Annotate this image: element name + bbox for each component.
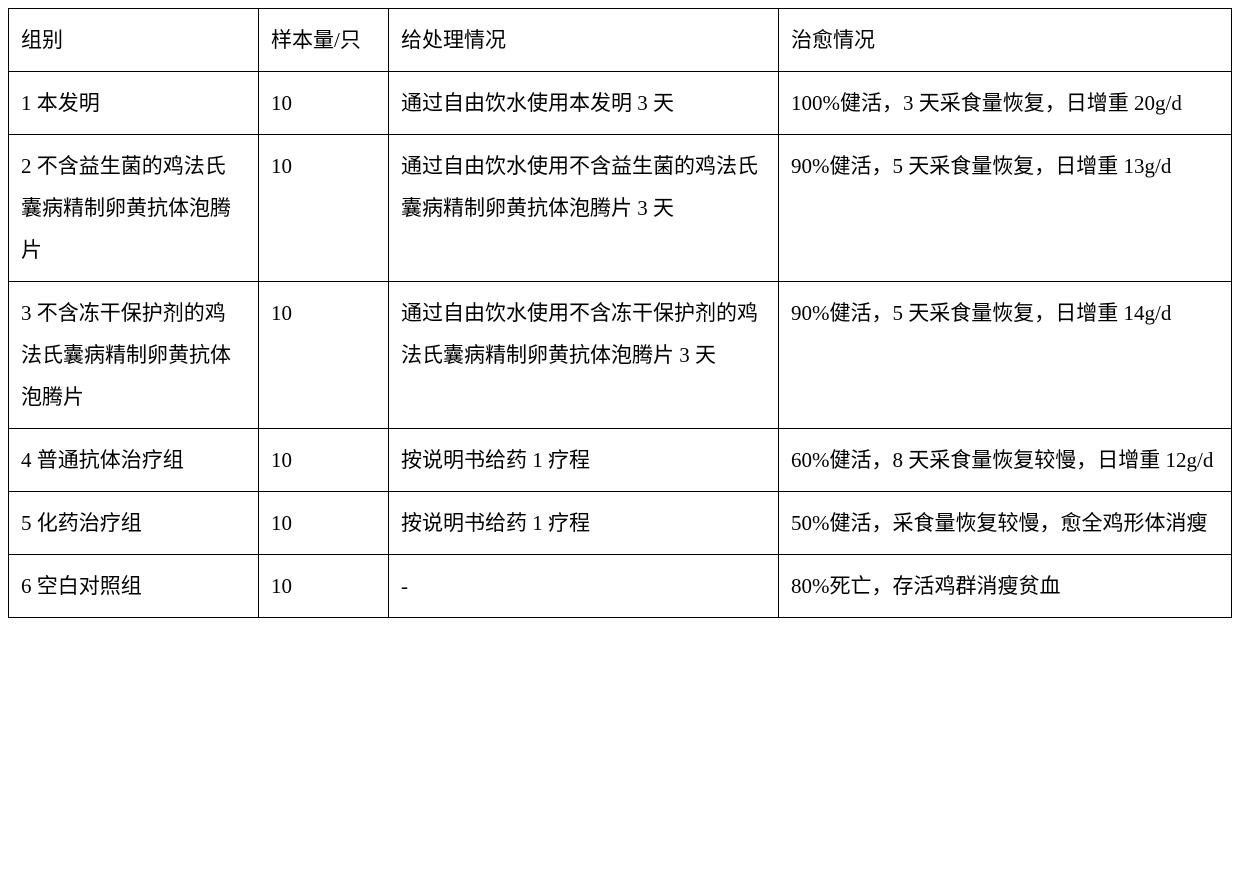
- cell-group: 3 不含冻干保护剂的鸡法氏囊病精制卵黄抗体泡腾片: [9, 282, 259, 429]
- col-header: 给处理情况: [389, 9, 779, 72]
- data-table: 组别 样本量/只 给处理情况 治愈情况 1 本发明 10 通过自由饮水使用本发明…: [8, 8, 1232, 618]
- cell-group: 1 本发明: [9, 72, 259, 135]
- table-row: 6 空白对照组 10 - 80%死亡，存活鸡群消瘦贫血: [9, 555, 1232, 618]
- cell-treatment: -: [389, 555, 779, 618]
- col-header: 组别: [9, 9, 259, 72]
- cell-sample: 10: [259, 135, 389, 282]
- cell-outcome: 80%死亡，存活鸡群消瘦贫血: [779, 555, 1232, 618]
- cell-treatment: 通过自由饮水使用不含冻干保护剂的鸡法氏囊病精制卵黄抗体泡腾片 3 天: [389, 282, 779, 429]
- table-row: 4 普通抗体治疗组 10 按说明书给药 1 疗程 60%健活，8 天采食量恢复较…: [9, 429, 1232, 492]
- table-row: 2 不含益生菌的鸡法氏囊病精制卵黄抗体泡腾片 10 通过自由饮水使用不含益生菌的…: [9, 135, 1232, 282]
- table-header-row: 组别 样本量/只 给处理情况 治愈情况: [9, 9, 1232, 72]
- cell-outcome: 50%健活，采食量恢复较慢，愈全鸡形体消瘦: [779, 492, 1232, 555]
- table-row: 1 本发明 10 通过自由饮水使用本发明 3 天 100%健活，3 天采食量恢复…: [9, 72, 1232, 135]
- cell-outcome: 100%健活，3 天采食量恢复，日增重 20g/d: [779, 72, 1232, 135]
- cell-outcome: 90%健活，5 天采食量恢复，日增重 13g/d: [779, 135, 1232, 282]
- cell-sample: 10: [259, 282, 389, 429]
- table-row: 3 不含冻干保护剂的鸡法氏囊病精制卵黄抗体泡腾片 10 通过自由饮水使用不含冻干…: [9, 282, 1232, 429]
- cell-sample: 10: [259, 492, 389, 555]
- cell-group: 5 化药治疗组: [9, 492, 259, 555]
- cell-group: 4 普通抗体治疗组: [9, 429, 259, 492]
- cell-outcome: 90%健活，5 天采食量恢复，日增重 14g/d: [779, 282, 1232, 429]
- cell-treatment: 通过自由饮水使用不含益生菌的鸡法氏囊病精制卵黄抗体泡腾片 3 天: [389, 135, 779, 282]
- table-row: 5 化药治疗组 10 按说明书给药 1 疗程 50%健活，采食量恢复较慢，愈全鸡…: [9, 492, 1232, 555]
- cell-treatment: 按说明书给药 1 疗程: [389, 429, 779, 492]
- cell-sample: 10: [259, 429, 389, 492]
- col-header: 治愈情况: [779, 9, 1232, 72]
- table-body: 组别 样本量/只 给处理情况 治愈情况 1 本发明 10 通过自由饮水使用本发明…: [9, 9, 1232, 618]
- cell-sample: 10: [259, 555, 389, 618]
- cell-outcome: 60%健活，8 天采食量恢复较慢，日增重 12g/d: [779, 429, 1232, 492]
- cell-sample: 10: [259, 72, 389, 135]
- cell-group: 2 不含益生菌的鸡法氏囊病精制卵黄抗体泡腾片: [9, 135, 259, 282]
- cell-treatment: 通过自由饮水使用本发明 3 天: [389, 72, 779, 135]
- cell-group: 6 空白对照组: [9, 555, 259, 618]
- cell-treatment: 按说明书给药 1 疗程: [389, 492, 779, 555]
- col-header: 样本量/只: [259, 9, 389, 72]
